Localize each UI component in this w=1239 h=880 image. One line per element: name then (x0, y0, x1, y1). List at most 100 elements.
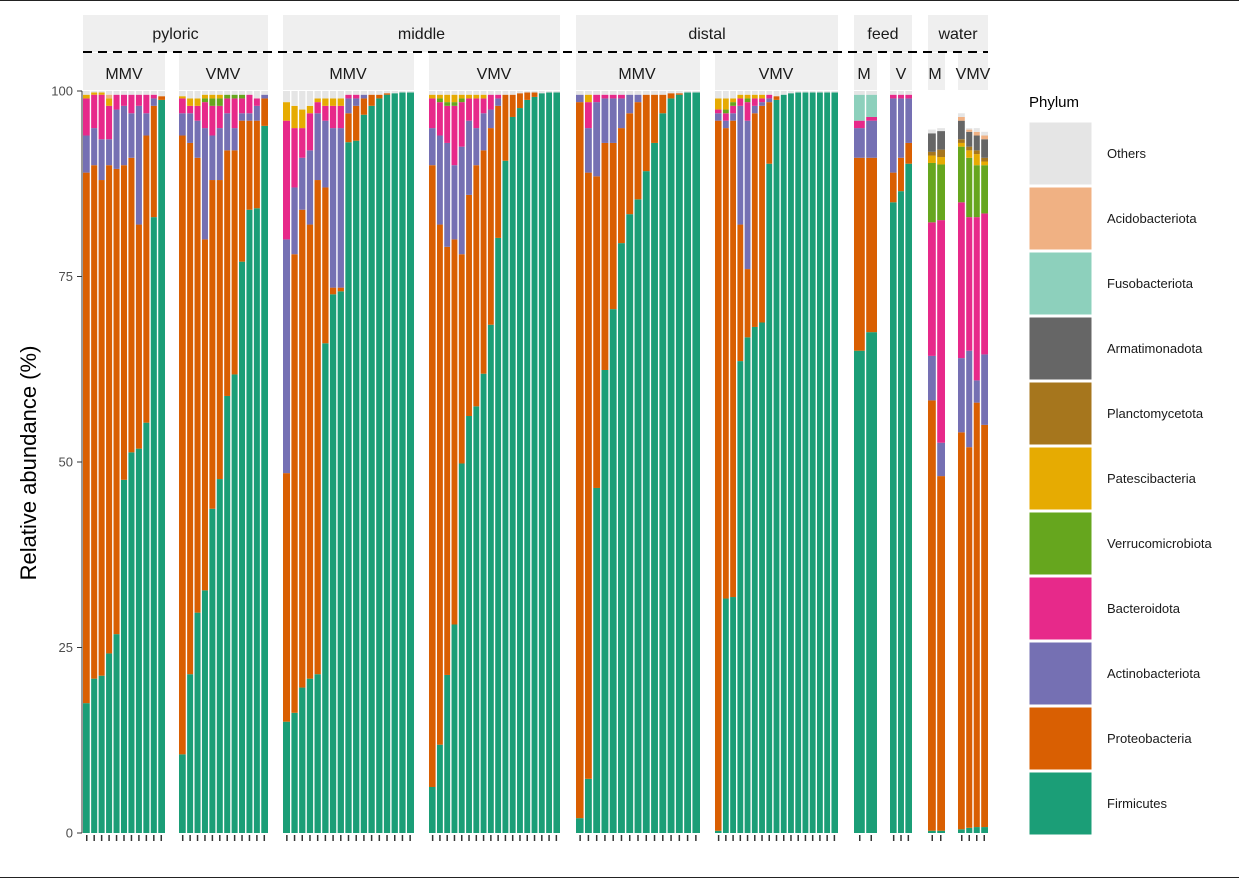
bar-segment-actinobacteriota (736, 105, 744, 225)
bar-segment-verrucomicrobiota (973, 165, 981, 218)
bar-segment-proteobacteria (112, 168, 121, 635)
bar-segment-firmicutes (313, 674, 322, 833)
bar-segment-firmicutes (823, 92, 831, 834)
bar-segment-bacteroidota (890, 94, 898, 99)
legend: Phylum Others Acidobacteriota Fusobacterio… (1028, 94, 1213, 836)
bar-segment-actinobacteriota (313, 113, 322, 181)
bar-segment-others (479, 91, 488, 95)
bar-segment-firmicutes (617, 243, 626, 834)
bar-segment-patescibacteria (201, 94, 209, 99)
bar-segment-proteobacteria (890, 172, 898, 203)
bar-segment-others (823, 91, 831, 93)
bar-segment-bacteroidota (958, 202, 966, 359)
bar-segment-verrucomicrobiota (450, 102, 459, 106)
bar-segment-others (458, 91, 466, 95)
bar-segment-others (965, 128, 973, 130)
subfacet-label: VMV (206, 66, 241, 83)
bar-segment-proteobacteria (772, 96, 781, 100)
bar-segment-fusobacteriota (865, 94, 877, 117)
bar-segment-bacteroidota (765, 94, 773, 99)
bar-segment-actinobacteriota (479, 113, 488, 151)
bar-segment-others (245, 91, 254, 95)
bar-segment-patescibacteria (216, 94, 224, 99)
y-tick-label: 100 (51, 84, 73, 99)
y-tick-label: 25 (59, 640, 73, 655)
bar-segment-others (201, 91, 209, 95)
bar-segment-others (398, 91, 407, 93)
bar-segment-others (352, 91, 361, 95)
bar-segment-others (216, 91, 224, 95)
bar-segment-firmicutes (801, 92, 810, 834)
bar-segment-others (150, 91, 158, 95)
bar-segment-firmicutes (650, 142, 659, 833)
bar-segment-others (344, 91, 353, 95)
bar-segment-firmicutes (398, 92, 407, 834)
bar-segment-others (854, 91, 866, 95)
bar-segment-planctomycetota (958, 139, 966, 143)
bar-segment-others (772, 91, 781, 97)
bar-segment-firmicutes (290, 712, 299, 833)
bar-segment-armatimonadota (973, 135, 981, 151)
bar-segment-others (584, 91, 593, 95)
bar-segment-proteobacteria (429, 165, 437, 787)
bar-segment-others (609, 91, 618, 95)
bar-segment-firmicutes (780, 94, 788, 833)
subfacet-label: VMV (759, 66, 794, 83)
bar-segment-others (958, 113, 966, 117)
bar-segment-bacteroidota (722, 113, 730, 121)
bar-segment-firmicutes (472, 406, 480, 833)
facet-label-middle: middle (398, 26, 445, 43)
bar-segment-others (780, 91, 788, 95)
bar-segment-bacteroidota (97, 94, 106, 140)
subfacet-strip (83, 53, 165, 90)
bar-segment-firmicutes (465, 416, 473, 833)
bar-segment-others (120, 91, 128, 95)
bar-segment-acidobacteriota (105, 94, 113, 99)
bar-segment-bacteroidota (352, 94, 361, 99)
bar-segment-firmicutes (765, 163, 773, 834)
bar-segment-patescibacteria (450, 94, 459, 103)
bar-segment-others (494, 91, 502, 95)
bar-segment-others (973, 128, 981, 132)
bar-segment-others (633, 91, 643, 95)
bar-segment-proteobacteria (120, 165, 128, 480)
bar-segment-others (666, 91, 676, 94)
bar-segment-actinobacteriota (298, 157, 307, 210)
bar-segment-others (90, 91, 98, 93)
bar-segment-others (617, 91, 626, 95)
bar-segment-proteobacteria (936, 476, 945, 831)
legend-label-fusobacteriota: Fusobacteriota (1107, 276, 1194, 291)
bar-segment-others (538, 91, 546, 94)
bar-segment-bacteroidota (854, 120, 866, 129)
bar-segment-proteobacteria (290, 254, 299, 713)
bar-segment-proteobacteria (592, 176, 601, 488)
bar-segment-actinobacteriota (352, 98, 361, 106)
bar-segment-others (592, 91, 601, 95)
bar-segment-actinobacteriota (90, 128, 98, 166)
bar-segment-verrucomicrobiota (436, 98, 444, 103)
bar-segment-actinobacteriota (450, 165, 459, 240)
bar-segment-others (157, 91, 165, 97)
bar-segment-firmicutes (530, 96, 539, 833)
bar-segment-actinobacteriota (928, 355, 937, 401)
bar-segment-proteobacteria (751, 113, 759, 327)
subfacet-strip (179, 53, 268, 90)
bar-segment-others (501, 91, 510, 95)
bar-segment-proteobacteria (186, 142, 194, 675)
bar-segment-bacteroidota (965, 217, 973, 351)
bar-segment-others (360, 91, 368, 95)
bar-segment-bacteroidota (928, 222, 937, 356)
bar-segment-armatimonadota (936, 131, 945, 150)
facet-strip-pyloric (83, 15, 268, 52)
bar-segment-proteobacteria (600, 142, 610, 370)
bar-segment-firmicutes (501, 160, 510, 833)
bar-segment-others (787, 91, 795, 94)
bar-segment-others (443, 91, 451, 95)
bar-segment-proteobacteria (854, 157, 866, 351)
bar-segment-firmicutes (112, 634, 121, 833)
bar-segment-proteobacteria (642, 94, 651, 172)
bar-segment-proteobacteria (193, 157, 202, 613)
bar-segment-firmicutes (592, 487, 601, 833)
bar-segment-bacteroidota (223, 98, 231, 114)
bar-segment-proteobacteria (576, 102, 585, 819)
